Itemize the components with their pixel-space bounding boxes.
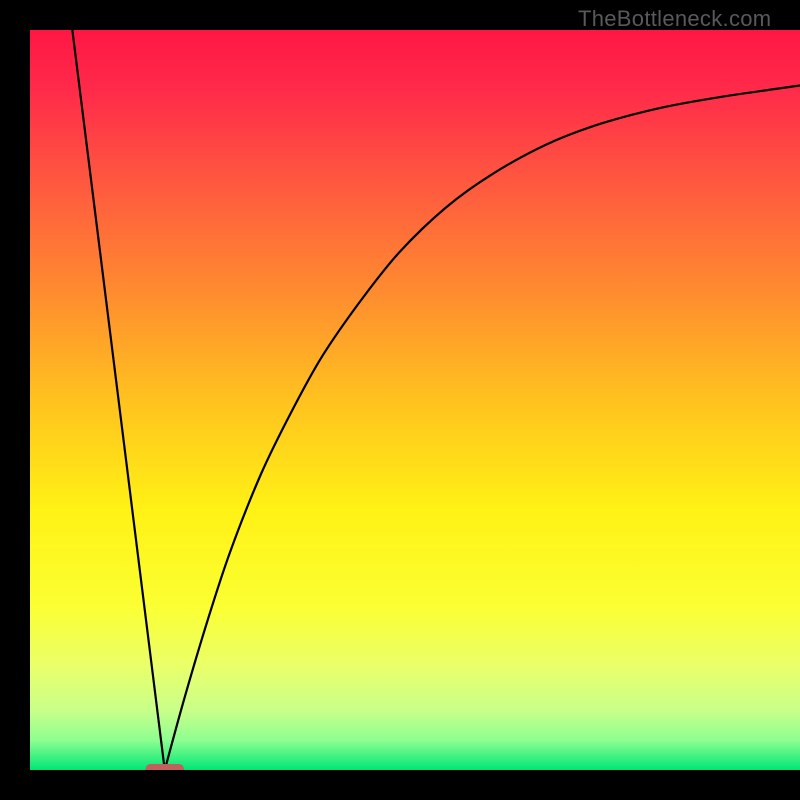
watermark-text: TheBottleneck.com [578,6,771,32]
gradient-background [30,30,800,770]
chart-container: TheBottleneck.com [0,0,800,800]
bottleneck-chart [0,0,800,800]
